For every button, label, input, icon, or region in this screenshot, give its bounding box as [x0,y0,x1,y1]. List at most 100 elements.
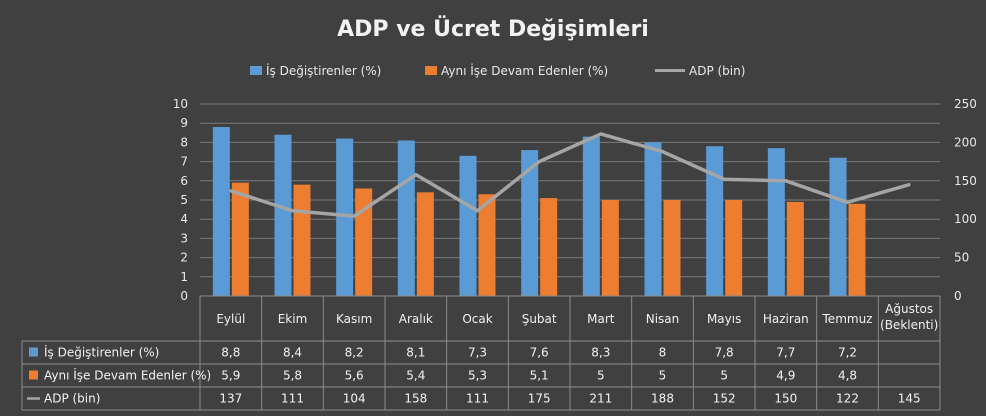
right-tick-label: 0 [954,289,962,303]
bar-is-degistirenler-8 [644,142,662,296]
table-header-9: Mayıs [707,312,741,326]
adp-point-9 [722,177,726,181]
table-cell: 8,3 [591,346,610,360]
table-header-5: Ocak [462,312,492,326]
table-cell: 5 [659,369,667,383]
table-cell: 158 [404,392,427,406]
bar-ayni-ise-devam-5 [478,194,496,296]
right-tick-label: 150 [954,174,977,188]
adp-point-4 [414,173,418,177]
left-axis: 0 1 2 3 4 5 6 7 8 9 10 [173,97,188,303]
bar-is-degistirenler-10 [767,148,785,296]
left-tick-label: 5 [180,193,188,207]
table-cell: 150 [774,392,797,406]
table-header-11: Temmuz [822,312,873,326]
data-table: Eylül Ekim Kasım Aralık Ocak Şubat Mart Nisan Ma… [21,295,941,411]
adp-point-1 [229,189,233,193]
adp-point-6 [537,160,541,164]
table-cell: 137 [219,392,242,406]
table-cell: 7,7 [776,346,795,360]
legend-label-1: İş Değiştirenler (%) [266,63,381,78]
bar-ayni-ise-devam-4 [416,192,434,296]
legend-swatch-1 [250,66,262,75]
bar-is-degistirenler-4 [397,140,415,296]
legend-swatch-2 [425,66,437,75]
left-tick-label: 9 [180,116,188,130]
row-key-2 [29,370,38,380]
row-label-1: İş Değiştirenler (%) [44,345,159,360]
table-header-7: Mart [587,312,615,326]
table-cell: 5,4 [406,369,425,383]
bar-is-degistirenler-9 [706,146,724,296]
table-cell: 188 [651,392,674,406]
table-header-12: (Beklenti) [880,318,938,332]
table-header-10: Haziran [763,312,809,326]
table-cell: 122 [836,392,859,406]
table-cell: 8 [659,346,667,360]
table-cell: 5,1 [530,369,549,383]
row-label-3: ADP (bin) [44,392,100,406]
table-cell: 4,8 [838,369,857,383]
table-cell: 104 [343,392,366,406]
bar-is-degistirenler-7 [582,136,600,296]
bar-ayni-ise-devam-11 [848,203,866,296]
legend-label-3: ADP (bin) [689,64,745,78]
bar-ayni-ise-devam-9 [725,200,743,296]
table-header-6: Şubat [522,312,557,326]
right-axis: 0 50 100 150 200 250 [954,97,977,303]
bar-ayni-ise-devam-10 [786,201,804,296]
adp-point-3 [352,214,356,218]
adp-point-12 [907,183,911,187]
bar-is-degistirenler-2 [274,134,292,296]
left-tick-label: 2 [180,251,188,265]
bar-ayni-ise-devam-3 [355,188,373,296]
table-cell: 4,9 [776,369,795,383]
bar-ayni-ise-devam-8 [663,200,681,296]
adp-point-7 [599,132,603,136]
table-cell: 5,9 [221,369,240,383]
table-cell: 7,6 [530,346,549,360]
table-header-4: Aralık [399,312,433,326]
table-cell: 152 [713,392,736,406]
table-cell: 5 [720,369,728,383]
table-cell: 8,1 [406,346,425,360]
left-tick-label: 6 [180,174,188,188]
bars [212,127,866,296]
table-cell: 7,3 [468,346,487,360]
row-label-2: Aynı İşe Devam Edenler (%) [44,368,211,383]
left-tick-label: 0 [180,289,188,303]
left-tick-label: 8 [180,135,188,149]
adp-point-5 [476,209,479,213]
left-tick-label: 3 [180,231,188,245]
table-cell: 7,8 [715,346,734,360]
bar-is-degistirenler-11 [829,157,847,296]
table-cell: 5,3 [468,369,487,383]
right-tick-label: 200 [954,135,977,149]
bar-is-degistirenler-6 [521,150,539,296]
table-cell: 5,6 [345,369,364,383]
legend: İş Değiştirenler (%) Aynı İşe Devam Edenl… [250,63,745,78]
table-cell: 8,2 [345,346,364,360]
adp-line [229,132,911,218]
table-cell: 111 [466,392,489,406]
bar-ayni-ise-devam-6 [540,198,558,296]
left-tick-label: 4 [180,212,188,226]
table-header-3: Kasım [336,312,372,326]
table-cell: 145 [898,392,921,406]
table-header-12: Ağustos [885,302,933,316]
bar-ayni-ise-devam-7 [601,200,619,296]
bar-ayni-ise-devam-2 [293,184,311,296]
table-cell: 211 [589,392,612,406]
table-cell: 175 [528,392,551,406]
bar-is-degistirenler-1 [212,127,230,296]
left-tick-label: 10 [173,97,188,111]
adp-polyline [230,132,910,218]
adp-point-11 [846,200,849,204]
table-cell: 5 [597,369,605,383]
right-tick-label: 50 [954,251,969,265]
bar-ayni-ise-devam-1 [231,182,249,296]
table-header-1: Eylül [216,312,245,326]
table-cell: 8,4 [283,346,302,360]
bar-is-degistirenler-3 [336,138,354,296]
